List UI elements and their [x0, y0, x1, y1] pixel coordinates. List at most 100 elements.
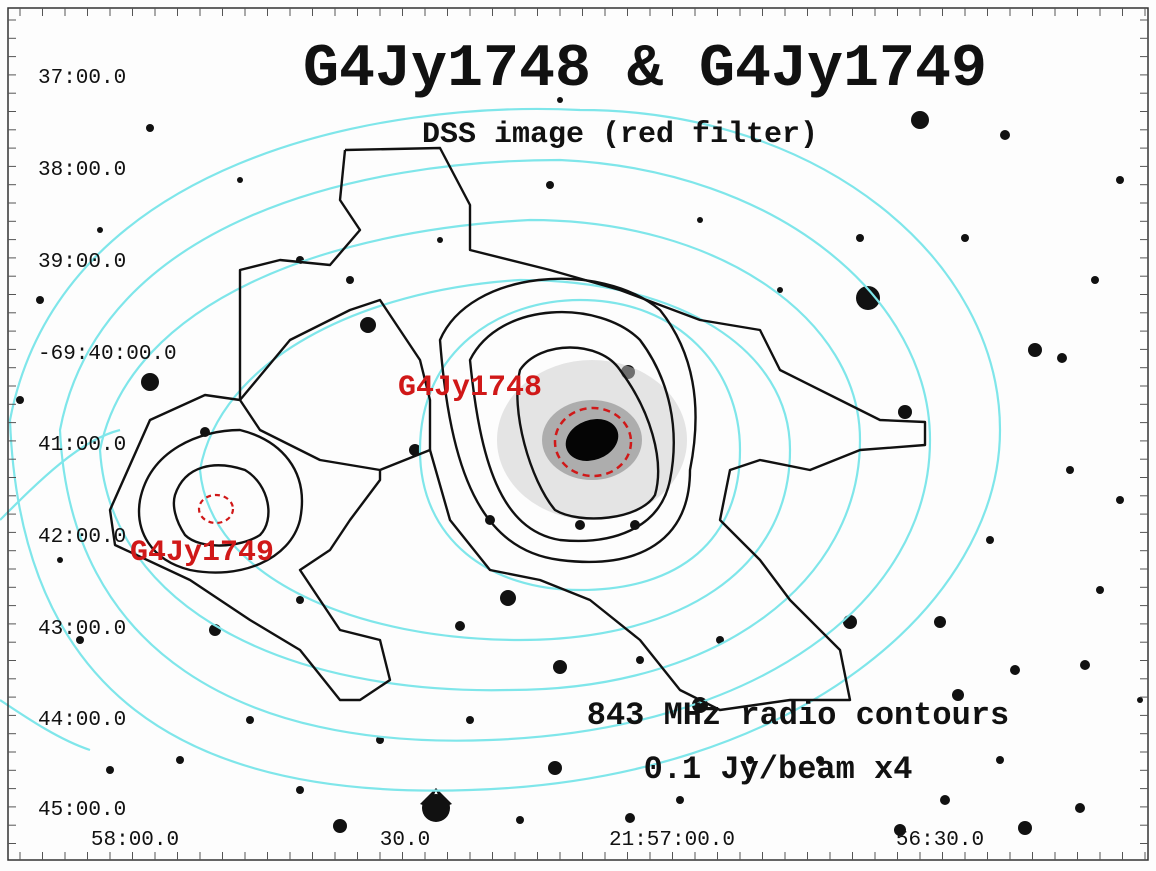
- star: [57, 557, 63, 563]
- x-tick-label: 56:30.0: [896, 829, 984, 852]
- star: [1010, 665, 1020, 675]
- star: [333, 819, 347, 833]
- star: [952, 689, 964, 701]
- y-tick-label: 45:00.0: [38, 799, 126, 822]
- star: [676, 796, 684, 804]
- star: [455, 621, 465, 631]
- star: [856, 286, 880, 310]
- star: [97, 227, 103, 233]
- star: [548, 761, 562, 775]
- annotation: 843 MHz radio contours: [587, 697, 1009, 734]
- star: [437, 237, 443, 243]
- contour: [98, 218, 862, 692]
- source-label: G4Jy1749: [130, 536, 274, 570]
- star: [1137, 697, 1143, 703]
- star: [636, 656, 644, 664]
- star: [237, 177, 243, 183]
- star: [1096, 586, 1104, 594]
- y-tick-label: 41:00.0: [38, 434, 126, 457]
- contour: [0, 428, 121, 521]
- star: [553, 660, 567, 674]
- star: [557, 97, 563, 103]
- star: [466, 716, 474, 724]
- star: [1018, 821, 1032, 835]
- star: [106, 766, 114, 774]
- star: [940, 795, 950, 805]
- contour: [137, 428, 304, 574]
- contour: [198, 278, 792, 642]
- source-circle: [197, 493, 235, 525]
- x-tick-label: 21:57:00.0: [609, 829, 735, 852]
- x-tick-label: 30.0: [380, 829, 430, 852]
- star: [843, 615, 857, 629]
- title: G4Jy1748 & G4Jy1749: [303, 36, 987, 104]
- contour: [172, 464, 270, 547]
- y-tick-label: 42:00.0: [38, 526, 126, 549]
- star: [141, 373, 159, 391]
- source-label: G4Jy1748: [398, 371, 542, 405]
- contour: [58, 158, 932, 742]
- star: [36, 296, 44, 304]
- contour: [438, 277, 697, 564]
- y-tick-label: 39:00.0: [38, 251, 126, 274]
- star: [176, 756, 184, 764]
- y-tick-label: 43:00.0: [38, 618, 126, 641]
- cyan-contours: [0, 107, 1002, 792]
- star: [894, 824, 906, 836]
- star: [986, 536, 994, 544]
- star: [1066, 466, 1074, 474]
- star: [500, 590, 516, 606]
- star: [346, 276, 354, 284]
- contour: [516, 346, 660, 520]
- star: [246, 716, 254, 724]
- star: [1116, 496, 1124, 504]
- black-contours: [108, 146, 927, 712]
- star: [1116, 176, 1124, 184]
- star: [856, 234, 864, 242]
- contour: [0, 699, 91, 752]
- galaxy-core: [565, 419, 619, 461]
- star: [697, 217, 703, 223]
- star: [777, 287, 783, 293]
- y-tick-label: -69:40:00.0: [38, 343, 177, 366]
- annotation: 0.1 Jy/beam x4: [644, 751, 913, 788]
- star: [546, 181, 554, 189]
- star: [1057, 353, 1067, 363]
- contour: [239, 298, 432, 450]
- star: [934, 616, 946, 628]
- star: [1080, 660, 1090, 670]
- x-tick-label: 58:00.0: [91, 829, 179, 852]
- stars: [16, 97, 1143, 836]
- star: [1075, 803, 1085, 813]
- star: [76, 636, 84, 644]
- star: [296, 596, 304, 604]
- star: [296, 786, 304, 794]
- star: [360, 317, 376, 333]
- star: [516, 816, 524, 824]
- source-circle: [553, 406, 633, 478]
- frame: [7, 7, 1149, 861]
- bright-star: [422, 794, 450, 822]
- star: [961, 234, 969, 242]
- star: [996, 756, 1004, 764]
- star: [1000, 130, 1010, 140]
- star: [898, 405, 912, 419]
- star: [746, 756, 754, 764]
- contour: [418, 298, 742, 592]
- star: [146, 124, 154, 132]
- contour: [468, 310, 675, 543]
- subtitle: DSS image (red filter): [422, 118, 818, 152]
- y-tick-label: 37:00.0: [38, 67, 126, 90]
- star: [625, 813, 635, 823]
- y-tick-label: 44:00.0: [38, 709, 126, 732]
- star: [1028, 343, 1042, 357]
- star: [816, 756, 824, 764]
- star: [716, 636, 724, 644]
- contour: [238, 149, 362, 400]
- contour: [108, 146, 927, 712]
- star: [16, 396, 24, 404]
- star: [1091, 276, 1099, 284]
- frame-ticks: [8, 8, 1148, 860]
- star: [575, 520, 585, 530]
